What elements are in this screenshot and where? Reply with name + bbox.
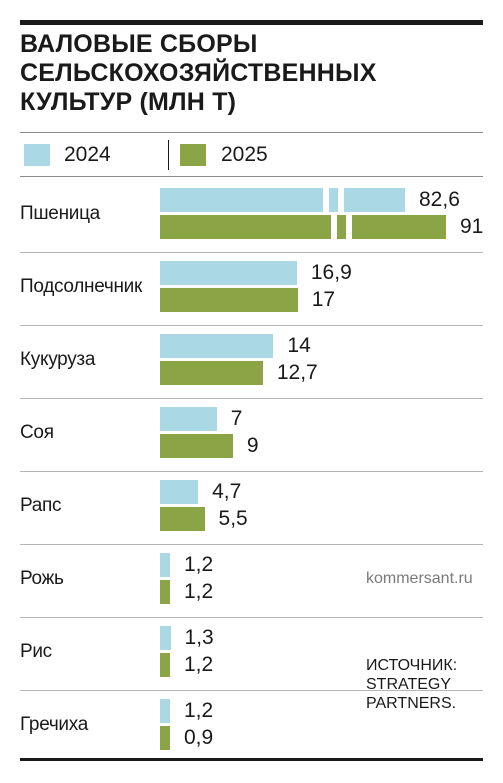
legend-swatch-2025 [180, 144, 206, 166]
row-separator [20, 471, 483, 472]
value-label-2025: 5,5 [218, 507, 248, 530]
bar-2024 [160, 626, 171, 650]
category-label: Гречиха [20, 714, 88, 735]
legend-label-2025: 2025 [221, 143, 268, 166]
bar-2024 [160, 188, 405, 212]
bar-2024 [160, 261, 297, 285]
row-separator [20, 544, 483, 545]
bar-2024 [160, 699, 170, 723]
axis-break [346, 215, 352, 239]
row-separator [20, 398, 483, 399]
category-label: Рис [20, 641, 52, 662]
value-label-2025: 1,2 [184, 653, 214, 676]
bar-2025 [160, 434, 233, 458]
value-label-2025: 17 [311, 288, 336, 311]
value-label-2025: 1,2 [184, 580, 214, 603]
value-label-2025: 0,9 [184, 726, 214, 749]
bar-2025 [160, 580, 170, 604]
row-separator [20, 617, 483, 618]
value-label-2024: 7 [230, 407, 243, 430]
legend-swatch-2024 [24, 144, 50, 166]
value-label-2024: 82,6 [419, 188, 460, 211]
legend: 2024 2025 [20, 140, 483, 170]
bar-2025 [160, 726, 170, 750]
axis-break [331, 215, 337, 239]
credit-text: kommersant.ru [366, 570, 473, 587]
bar-2025 [160, 361, 263, 385]
bar-2024 [160, 480, 199, 504]
category-label: Соя [20, 422, 54, 443]
category-label: Кукуруза [20, 349, 96, 370]
legend-label-2024: 2024 [64, 143, 111, 166]
source-note: ИСТОЧНИК: STRATEGY PARTNERS. [366, 657, 458, 712]
row-separator [20, 325, 483, 326]
title-divider [20, 132, 483, 133]
value-label-2025: 9 [246, 434, 259, 457]
legend-separator [168, 140, 169, 170]
value-label-2025: 91 [460, 215, 484, 238]
row-separator [20, 252, 483, 253]
value-label-2024: 1,2 [184, 553, 214, 576]
axis-break [338, 188, 344, 212]
value-label-2024: 1,3 [184, 626, 214, 649]
bar-2025 [160, 215, 446, 239]
value-label-2024: 1,2 [184, 699, 214, 722]
chart-title: ВАЛОВЫЕ СБОРЫ СЕЛЬСКОХОЗЯЙСТВЕННЫХ КУЛЬТ… [20, 30, 377, 116]
category-label: Пшеница [20, 203, 100, 224]
value-label-2024: 4,7 [212, 480, 242, 503]
bar-2025 [160, 288, 298, 312]
bar-2024 [160, 334, 274, 358]
category-label: Подсолнечник [20, 276, 142, 297]
value-label-2024: 16,9 [310, 261, 352, 284]
category-label: Рапс [20, 495, 62, 516]
axis-break [323, 188, 329, 212]
bar-2024 [160, 407, 217, 431]
bar-2025 [160, 653, 170, 677]
value-label-2024: 14 [287, 334, 311, 357]
bottom-rule [20, 758, 483, 761]
bar-2025 [160, 507, 205, 531]
bar-2024 [160, 553, 170, 577]
top-rule [20, 20, 483, 25]
category-label: Рожь [20, 568, 64, 589]
row-separator [20, 690, 483, 691]
value-label-2025: 12,7 [276, 361, 318, 384]
legend-divider [20, 176, 483, 177]
